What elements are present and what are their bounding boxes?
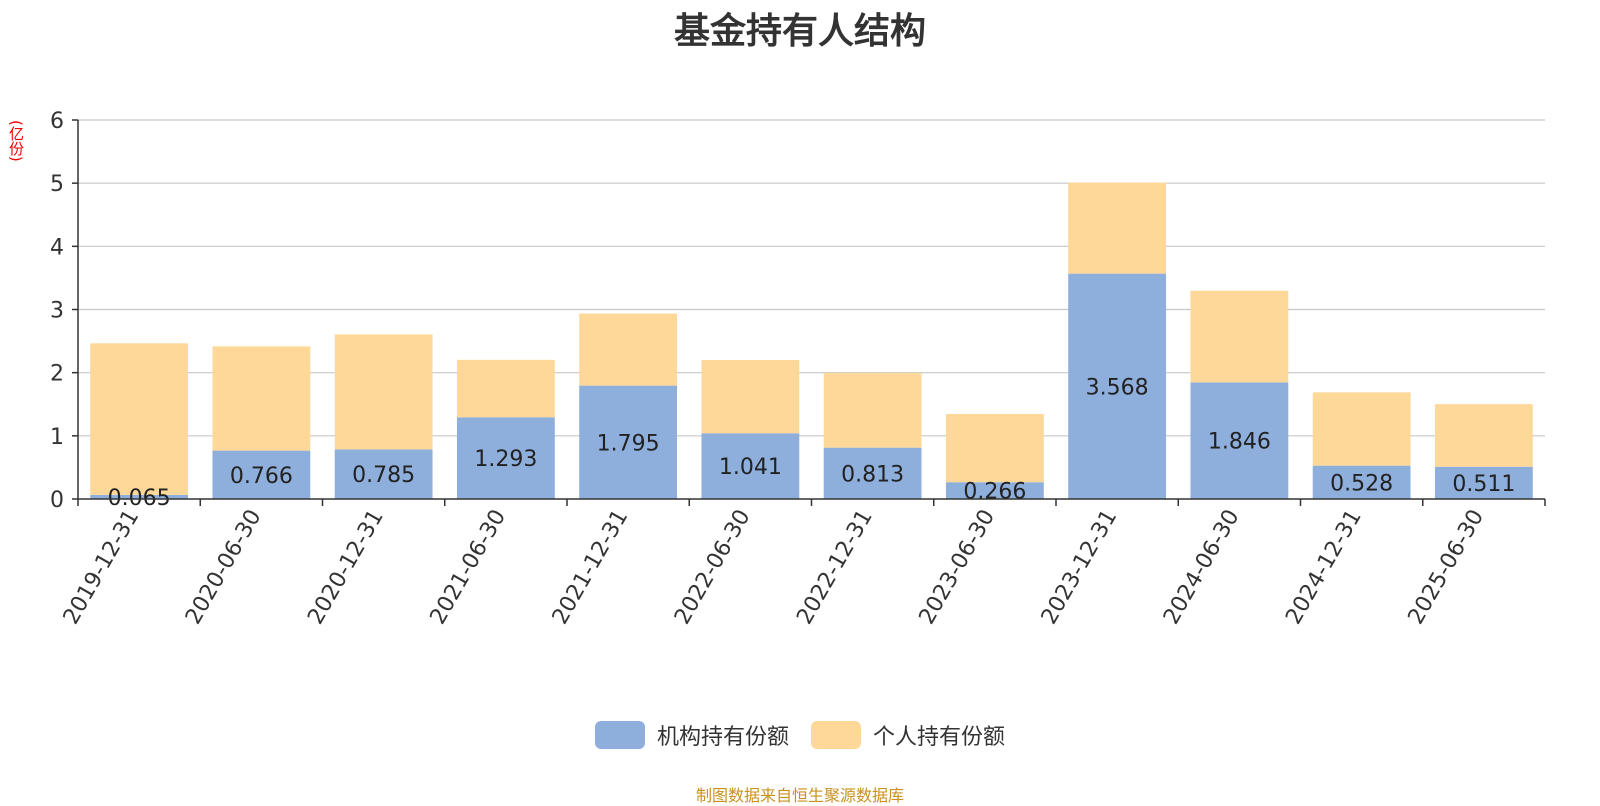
data-label-institutional: 1.041 <box>719 455 782 480</box>
bar-individual <box>823 373 922 448</box>
bar-institutional <box>701 433 800 499</box>
data-label-institutional: 0.511 <box>1452 472 1515 497</box>
bar-individual <box>579 313 678 386</box>
x-tick-label: 2023-06-30 <box>914 506 1000 629</box>
bar-individual <box>1190 290 1289 383</box>
bar-individual <box>334 334 433 450</box>
y-tick-label: 6 <box>50 109 64 134</box>
data-label-institutional: 3.568 <box>1086 375 1149 400</box>
legend-item-institutional[interactable]: 机构持有份额 <box>594 719 789 751</box>
x-tick-label: 2025-06-30 <box>1403 506 1489 629</box>
bar-institutional <box>1434 466 1533 499</box>
bar-individual <box>1068 182 1167 274</box>
y-tick-label: 1 <box>50 425 64 450</box>
y-tick-label: 0 <box>50 488 64 513</box>
bar-institutional <box>456 417 555 499</box>
bar-individual <box>701 359 800 434</box>
data-label-institutional: 0.813 <box>841 462 904 487</box>
bar-individual <box>1434 404 1533 467</box>
legend-label-individual: 个人持有份额 <box>873 725 1006 750</box>
legend-swatch-individual <box>811 721 861 749</box>
bar-individual <box>1312 392 1411 466</box>
x-tick-label: 2020-12-31 <box>303 506 389 629</box>
bar-institutional <box>823 447 922 499</box>
x-tick-label: 2022-12-31 <box>792 506 878 629</box>
x-tick-label: 2020-06-30 <box>181 506 267 629</box>
x-tick-label: 2021-06-30 <box>425 506 511 629</box>
bar-individual <box>90 343 189 495</box>
y-tick-label: 2 <box>50 362 64 387</box>
data-label-institutional: 0.266 <box>963 480 1026 505</box>
data-label-institutional: 0.766 <box>230 464 293 489</box>
y-tick-label: 3 <box>50 299 64 324</box>
bar-institutional <box>1312 465 1411 499</box>
x-tick-label: 2024-12-31 <box>1281 506 1367 629</box>
x-tick-label: 2023-12-31 <box>1037 506 1123 629</box>
legend-item-individual[interactable]: 个人持有份额 <box>811 719 1005 751</box>
data-label-institutional: 1.795 <box>597 431 660 456</box>
bar-institutional <box>945 482 1044 499</box>
legend-label-institutional: 机构持有份额 <box>656 725 789 750</box>
chart-legend: 机构持有份额 个人持有份额 <box>0 719 1600 751</box>
y-axis-unit-label: (亿份) <box>7 120 25 162</box>
bar-institutional <box>212 450 311 499</box>
data-label-institutional: 0.528 <box>1330 471 1393 496</box>
data-label-institutional: 1.293 <box>474 447 537 472</box>
bar-individual <box>456 359 555 418</box>
x-tick-label: 2024-06-30 <box>1159 506 1245 629</box>
bar-institutional <box>1190 382 1289 499</box>
bar-individual <box>212 346 311 451</box>
data-source-note: 制图数据来自恒生聚源数据库 <box>695 786 904 805</box>
legend-swatch-institutional <box>594 721 645 749</box>
x-tick-label: 2022-06-30 <box>670 506 756 629</box>
data-label-institutional: 0.785 <box>352 463 415 488</box>
y-tick-label: 5 <box>50 172 64 197</box>
x-tick-label: 2019-12-31 <box>59 506 145 629</box>
data-label-institutional: 1.846 <box>1208 430 1271 455</box>
stacked-bar-chart: 01234560.0652019-12-310.7662020-06-300.7… <box>50 109 1546 629</box>
y-tick-label: 4 <box>50 235 64 260</box>
bar-institutional <box>1068 273 1167 499</box>
bar-institutional <box>579 385 678 499</box>
bar-institutional <box>90 494 189 499</box>
bar-institutional <box>334 449 433 499</box>
bar-individual <box>945 413 1044 483</box>
x-tick-label: 2021-12-31 <box>548 506 634 629</box>
chart-title: 基金持有人结构 <box>673 11 926 52</box>
